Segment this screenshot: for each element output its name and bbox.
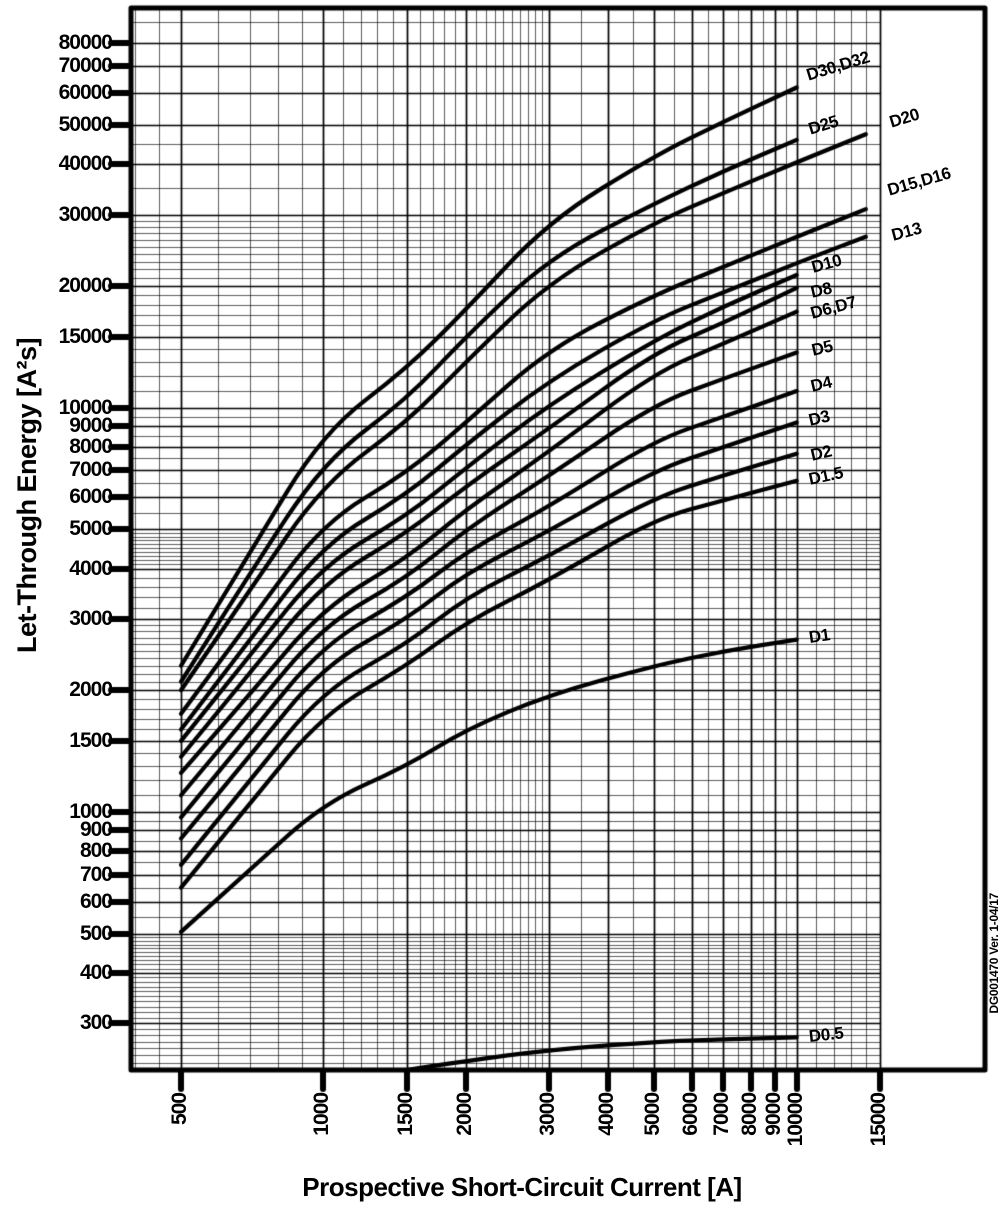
y-tick-label: 500 <box>79 921 113 945</box>
x-tick-label: 4000 <box>595 1093 619 1136</box>
y-tick-label: 40000 <box>58 152 113 176</box>
x-tick-label: 6000 <box>678 1093 702 1136</box>
x-axis-title: Prospective Short-Circuit Current [A] <box>302 1172 742 1202</box>
x-tick-label: 1000 <box>310 1093 334 1136</box>
y-tick-label: 300 <box>79 1011 113 1035</box>
y-tick-label: 20000 <box>58 274 113 298</box>
y-tick-label: 60000 <box>58 81 113 105</box>
y-tick-label: 80000 <box>58 30 113 54</box>
y-tick-label: 7000 <box>69 458 113 482</box>
curve-label-d1: D1 <box>807 625 832 647</box>
y-tick-label: 4000 <box>69 556 113 580</box>
y-tick-label: 700 <box>79 862 113 886</box>
y-tick-label: 800 <box>79 839 113 863</box>
y-tick-label: 70000 <box>58 54 113 78</box>
x-tick-label: 5000 <box>641 1093 665 1136</box>
x-tick-label: 2000 <box>452 1093 476 1136</box>
y-tick-label: 2000 <box>69 678 113 702</box>
y-tick-label: 5000 <box>69 517 113 541</box>
y-tick-label: 600 <box>79 889 113 913</box>
y-tick-label: 1000 <box>69 799 113 823</box>
y-tick-label: 3000 <box>69 607 113 631</box>
y-tick-label: 8000 <box>69 434 113 458</box>
x-tick-label: 9000 <box>762 1093 786 1136</box>
x-tick-label: 3000 <box>536 1093 560 1136</box>
x-tick-label: 500 <box>168 1093 191 1126</box>
document-number-watermark: DG001470 Ver. 1-04/17 <box>987 893 1001 1014</box>
y-tick-label: 1500 <box>69 728 113 752</box>
y-tick-label: 9000 <box>69 414 113 438</box>
y-tick-label: 50000 <box>58 113 113 137</box>
y-tick-label: 15000 <box>58 324 113 348</box>
x-tick-label: 1500 <box>393 1093 417 1136</box>
y-tick-label: 400 <box>79 960 113 984</box>
y-tick-label: 30000 <box>58 202 113 226</box>
y-tick-label: 10000 <box>58 395 113 419</box>
x-tick-label: 10000 <box>783 1093 807 1147</box>
x-tick-label: 15000 <box>867 1093 891 1147</box>
y-tick-label: 6000 <box>69 485 113 509</box>
x-tick-label: 8000 <box>737 1093 761 1136</box>
x-tick-label: 7000 <box>710 1093 734 1136</box>
curve-label-d0-5: D0.5 <box>807 1023 845 1046</box>
y-tick-label: 900 <box>79 818 113 842</box>
